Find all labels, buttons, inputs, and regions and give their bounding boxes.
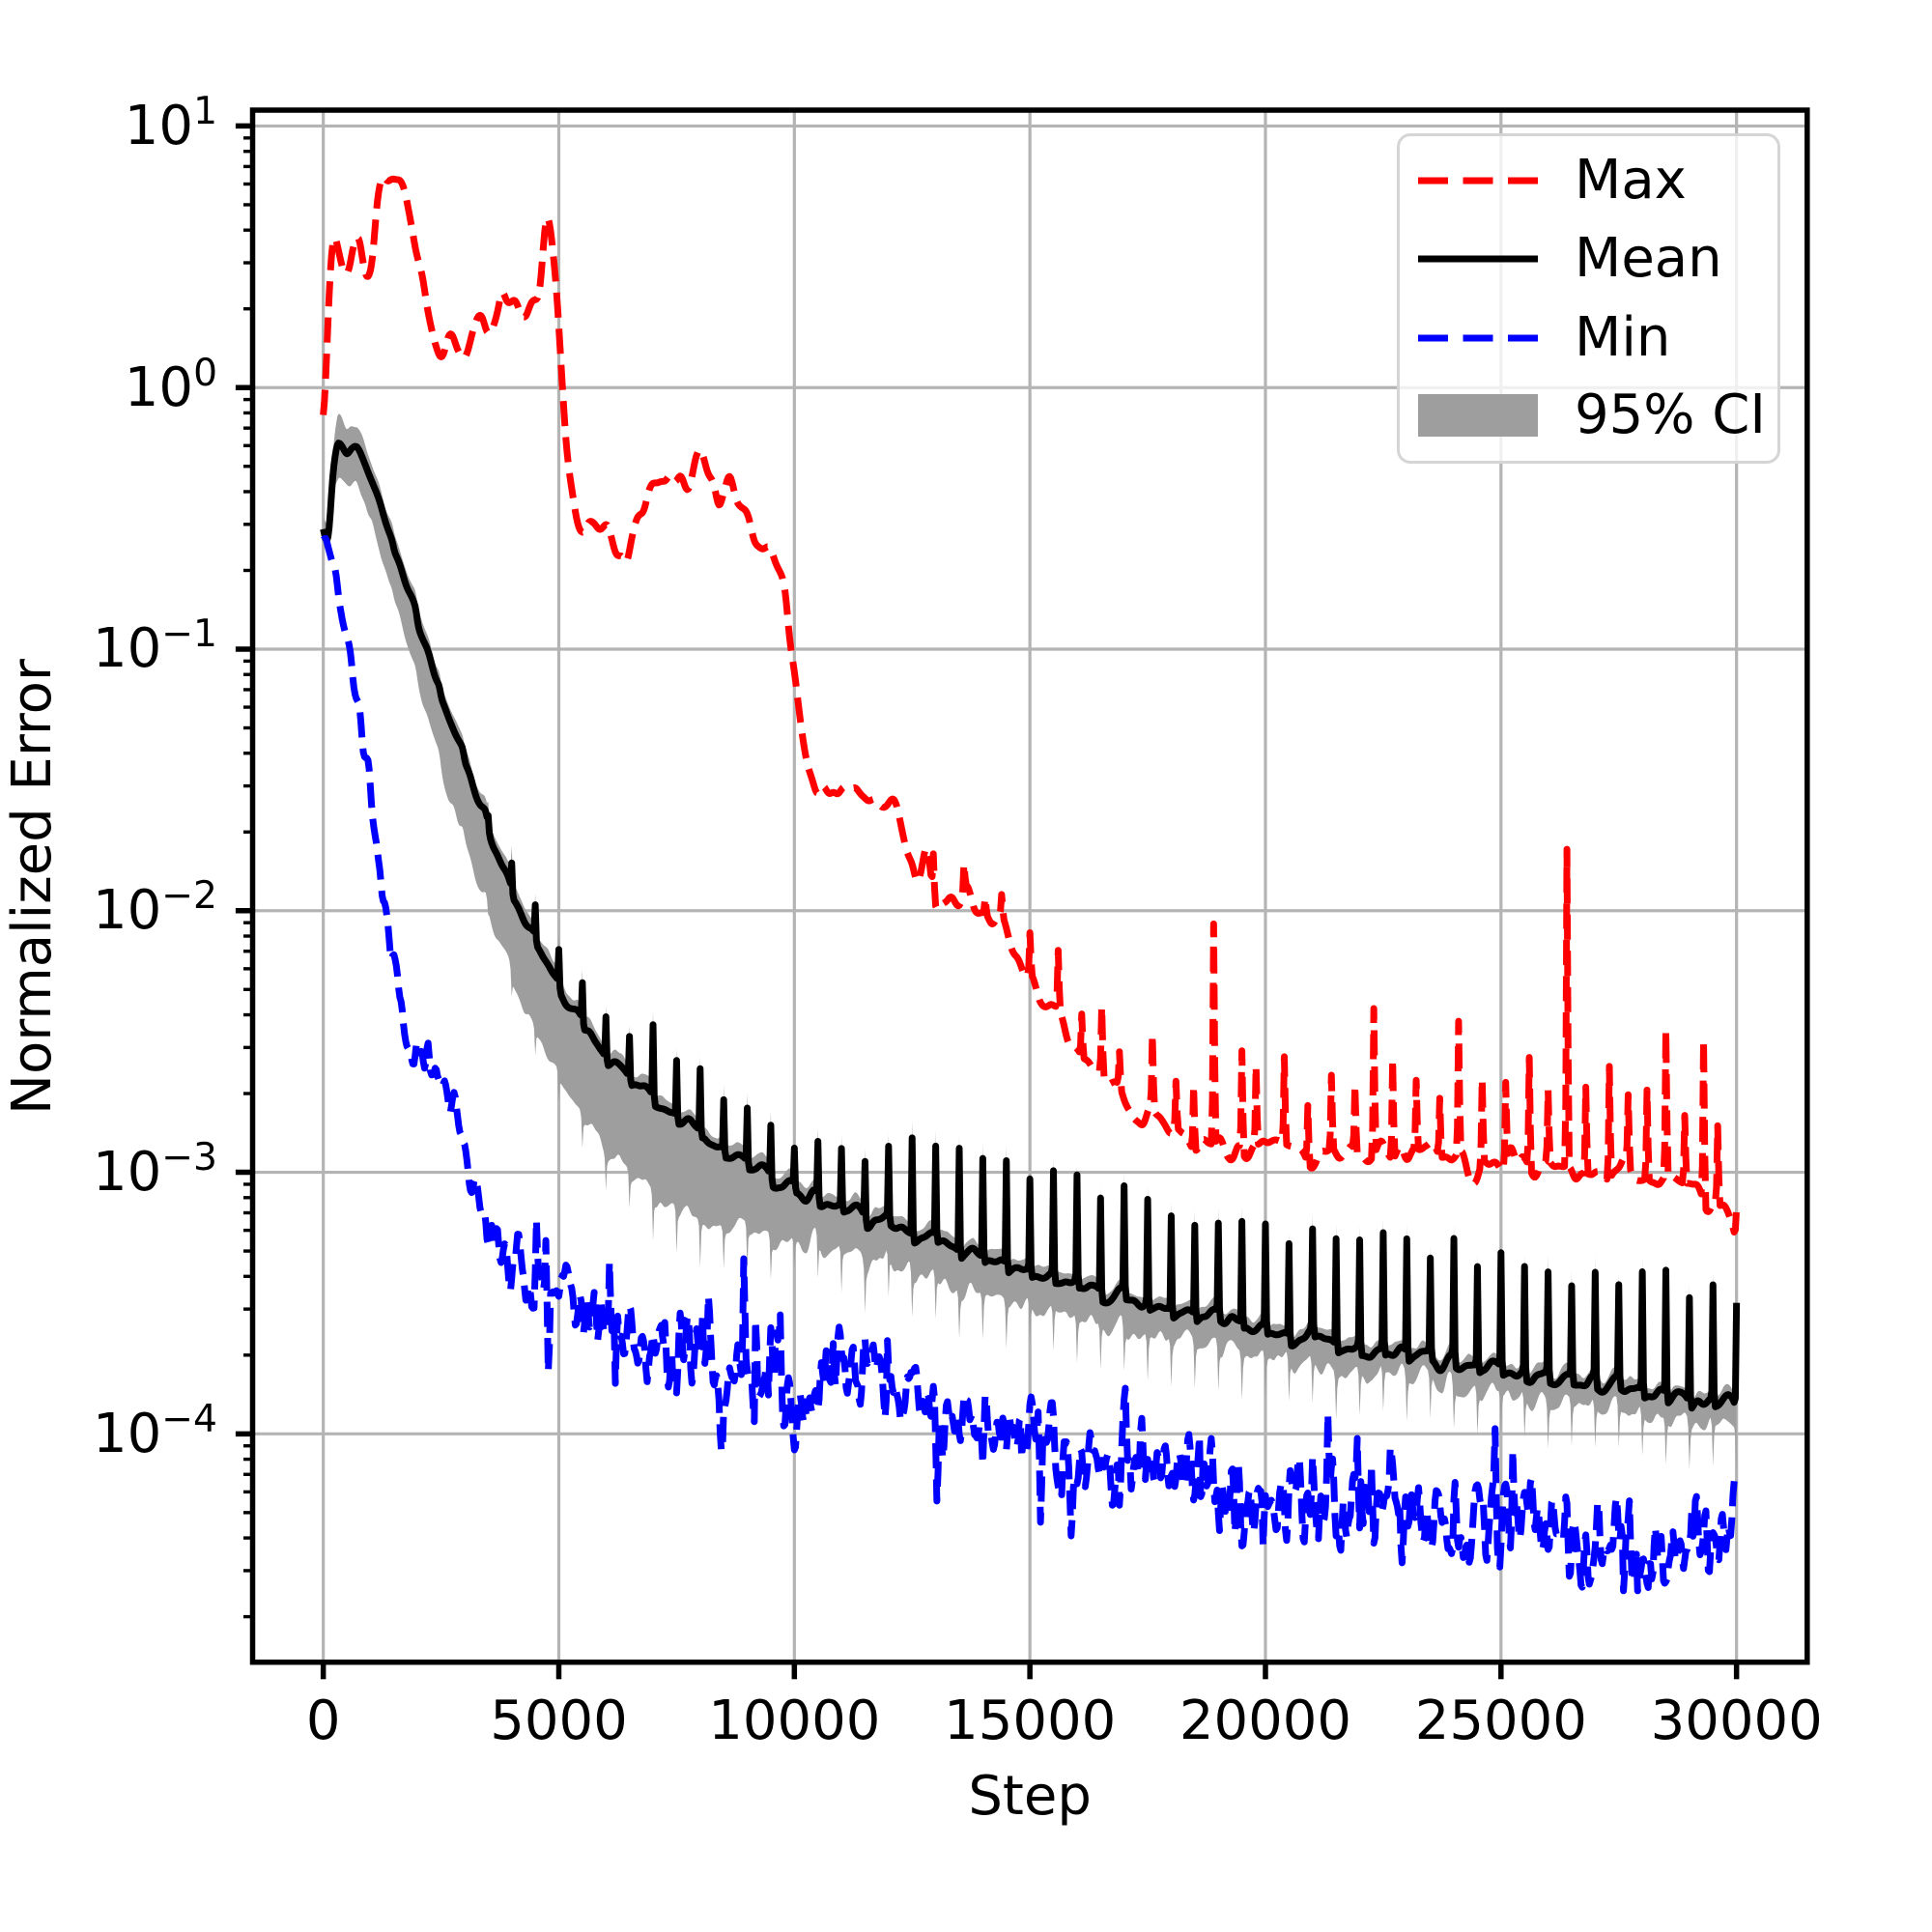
legend-label-max: Max xyxy=(1575,149,1687,212)
y-tick-label-1e-3: 10−3 xyxy=(92,1136,217,1205)
legend-sample-mean-line xyxy=(1418,255,1538,263)
y-axis-title: Normalized Error xyxy=(1,659,64,1116)
axes-frame xyxy=(249,107,1810,1665)
legend-sample-ci-swatch xyxy=(1418,394,1538,437)
series-min xyxy=(321,534,1741,1595)
x-tick-label-0: 0 xyxy=(305,1690,341,1752)
series-mean xyxy=(320,440,1741,1412)
y-tick-label-1e-1: 10−1 xyxy=(92,612,217,681)
x-axis-title: Step xyxy=(968,1765,1092,1828)
y-tick-label-1e-2: 10−2 xyxy=(92,874,217,943)
ci-band xyxy=(323,413,1737,1478)
x-tick-label-10000: 10000 xyxy=(708,1690,881,1752)
legend-label-min: Min xyxy=(1575,306,1671,369)
legend-sample-max-line xyxy=(1418,177,1538,185)
x-tick-label-5000: 5000 xyxy=(490,1690,628,1752)
y-tick-label-1e0: 100 xyxy=(124,351,217,419)
y-tick-label-1e1: 101 xyxy=(124,89,217,157)
x-tick-label-20000: 20000 xyxy=(1179,1690,1352,1752)
legend-sample-min-line xyxy=(1418,334,1538,342)
y-tick-label-1e-4: 10−4 xyxy=(92,1397,217,1465)
x-tick-label-25000: 25000 xyxy=(1414,1690,1587,1752)
legend-ci-rect xyxy=(1418,394,1538,437)
x-tick-label-30000: 30000 xyxy=(1650,1690,1823,1752)
legend-label-ci: 95% CI xyxy=(1575,384,1766,446)
legend: Max Mean Min 95% CI xyxy=(1397,133,1780,464)
x-tick-label-15000: 15000 xyxy=(944,1690,1117,1752)
legend-label-mean: Mean xyxy=(1575,227,1722,290)
series-max xyxy=(320,173,1741,1236)
